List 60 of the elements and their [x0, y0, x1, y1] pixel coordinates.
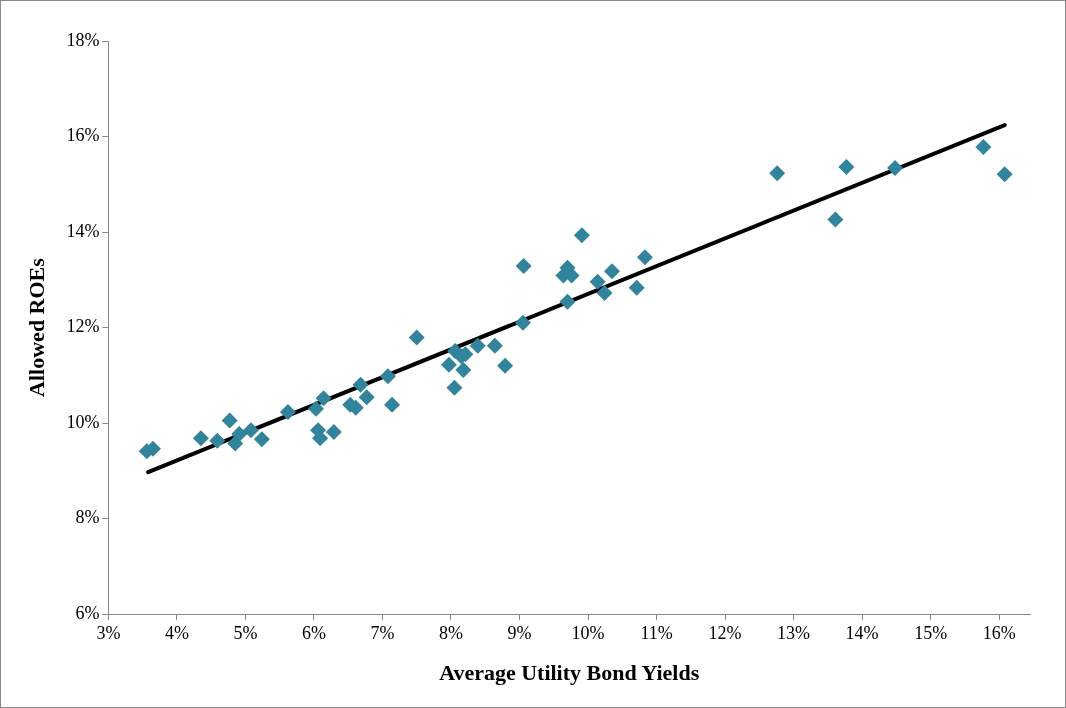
point	[628, 279, 645, 296]
point	[596, 285, 613, 302]
point	[227, 435, 244, 452]
x-tick-label: 14%	[845, 622, 879, 643]
point	[559, 293, 576, 310]
point	[827, 211, 844, 228]
x-tick-label: 6%	[301, 622, 326, 643]
x-tick-label: 15%	[914, 622, 948, 643]
x-tick-label: 4%	[164, 622, 189, 643]
point	[486, 337, 503, 354]
point	[408, 329, 425, 346]
x-tick-label: 3%	[96, 622, 121, 643]
x-tick-label: 9%	[507, 622, 532, 643]
point	[446, 379, 463, 396]
point	[497, 357, 514, 374]
point	[455, 362, 472, 378]
point	[996, 166, 1013, 183]
x-tick-label: 13%	[777, 622, 811, 643]
x-tick-label: 8%	[439, 622, 463, 643]
x-axis-title: Average Utility Bond Yields	[439, 660, 700, 686]
point	[352, 376, 369, 393]
x-tick-label: 16%	[982, 622, 1016, 643]
point	[221, 412, 238, 429]
point	[279, 404, 296, 421]
point	[573, 227, 590, 244]
point	[308, 400, 325, 417]
y-tick-label: 16%	[66, 125, 100, 146]
point	[514, 314, 531, 331]
point	[358, 389, 375, 406]
point	[253, 431, 270, 448]
point	[440, 356, 457, 373]
point	[231, 425, 248, 442]
point	[315, 390, 332, 407]
y-tick-label: 14%	[66, 220, 100, 241]
y-tick-label: 6%	[75, 602, 100, 623]
point	[469, 337, 486, 354]
x-tick-label: 7%	[370, 622, 395, 643]
x-tick-label: 12%	[708, 622, 742, 643]
point	[769, 165, 786, 182]
point	[887, 160, 904, 177]
y-tick-label: 10%	[66, 411, 100, 432]
point	[589, 273, 606, 290]
point	[325, 424, 342, 441]
point	[515, 257, 532, 274]
point	[975, 139, 992, 156]
point	[242, 422, 259, 439]
point	[636, 249, 653, 266]
point	[838, 159, 855, 176]
x-tick-label: 11%	[640, 622, 673, 643]
point	[604, 263, 621, 280]
x-tick-label: 10%	[571, 622, 605, 643]
point	[379, 368, 396, 385]
y-tick-label: 12%	[66, 316, 100, 337]
y-tick-label: 18%	[66, 29, 100, 50]
y-tick-label: 8%	[75, 507, 100, 528]
point	[384, 396, 401, 413]
y-axis-title: Allowed ROEs	[23, 257, 49, 397]
point	[209, 432, 226, 449]
x-tick-label: 5%	[233, 622, 258, 643]
point	[192, 430, 209, 447]
